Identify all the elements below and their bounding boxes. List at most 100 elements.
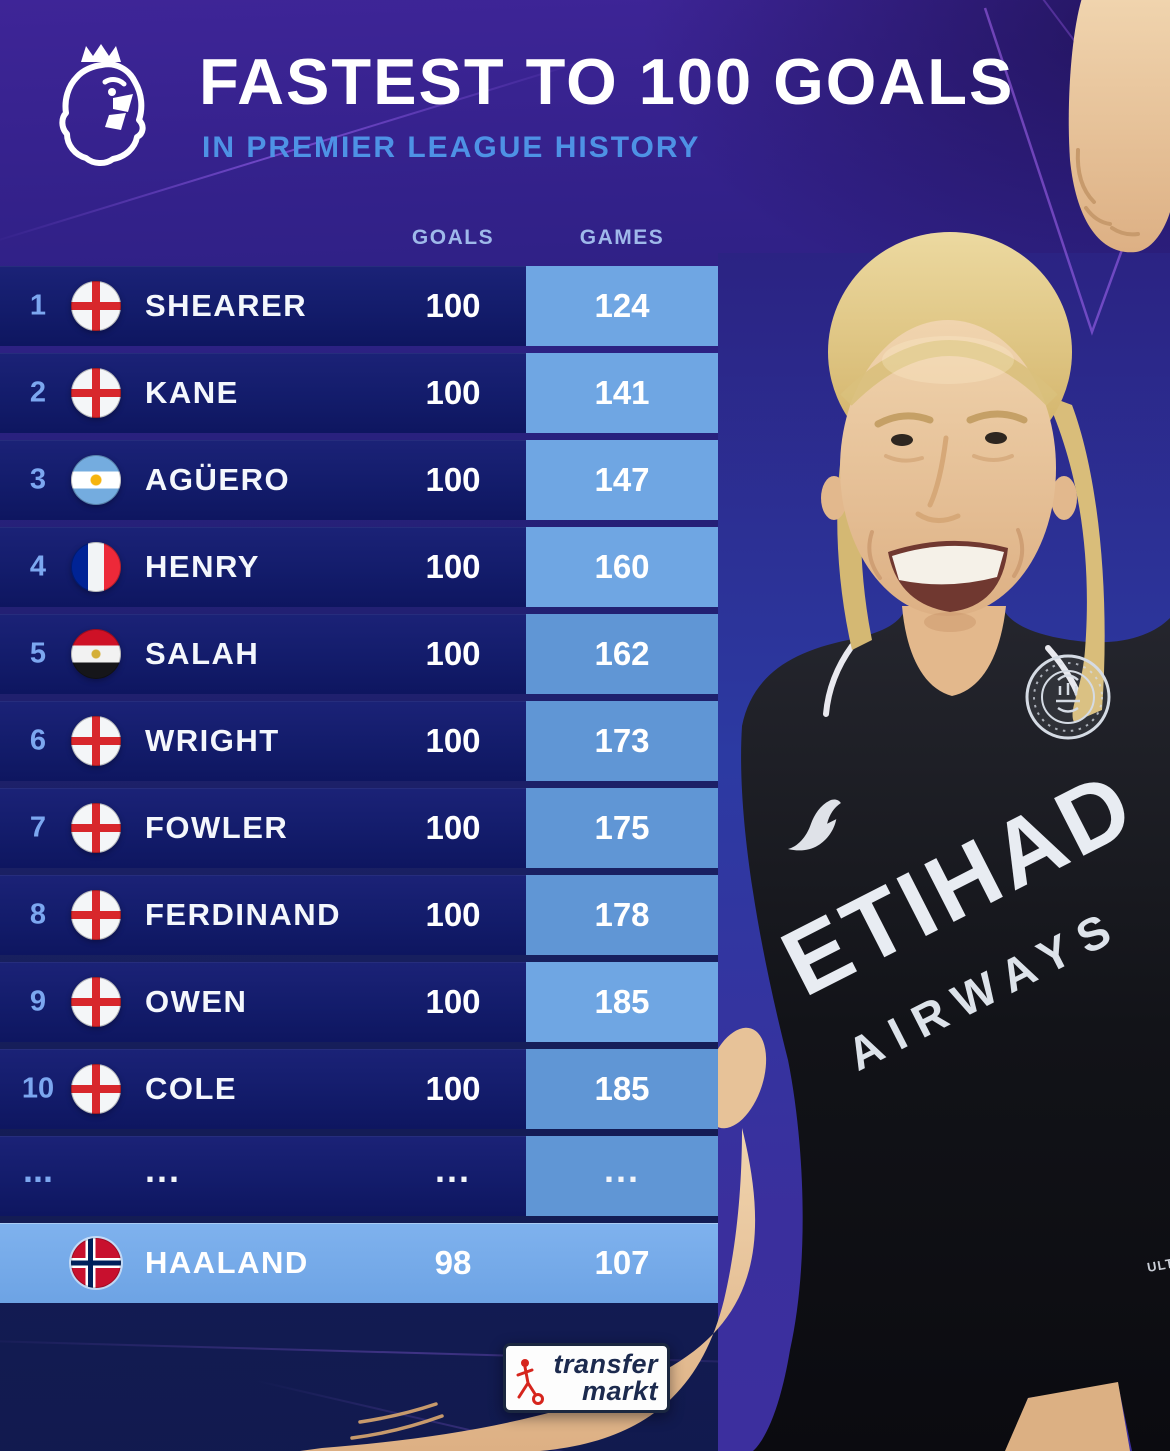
rank-label: 5 <box>29 637 47 670</box>
transfermarkt-wordmark-line1: transfer <box>553 1349 658 1379</box>
rank-label: 3 <box>29 463 47 496</box>
eye <box>891 434 913 446</box>
goals-value: ... <box>434 1148 471 1190</box>
rank-label: ... <box>22 1148 53 1190</box>
table-row: 3 AGÜERO 100 147 <box>0 440 718 520</box>
column-header-games: GAMES <box>579 226 665 249</box>
player-name: SALAH <box>145 636 260 671</box>
goals-value: 100 <box>425 809 481 846</box>
flag-icon <box>71 716 121 766</box>
eye <box>985 432 1007 444</box>
jersey-side-text: ULTR <box>1146 1254 1170 1275</box>
hair-strand-right <box>1045 395 1105 722</box>
lion-muzzle <box>113 94 133 112</box>
games-cell: 147 <box>526 440 718 520</box>
lion-brow <box>102 77 127 87</box>
games-cell: 162 <box>526 614 718 694</box>
lion-crown <box>81 44 121 62</box>
games-value: 178 <box>594 896 650 933</box>
games-value: 160 <box>594 548 650 585</box>
table-row-ellipsis: ... ... ... ... <box>0 1136 718 1216</box>
games-value: 141 <box>594 374 650 411</box>
table-row: 6 WRIGHT 100 173 <box>0 701 718 781</box>
flag-icon <box>71 542 121 592</box>
games-cell: 178 <box>526 875 718 955</box>
player-name: ... <box>145 1148 182 1190</box>
elbow <box>703 1027 767 1129</box>
jersey-torso <box>741 606 1170 1451</box>
goals-value: 100 <box>425 722 481 759</box>
player-name: FERDINAND <box>145 897 342 932</box>
eyebrows <box>874 410 1028 428</box>
neck <box>902 606 1006 696</box>
forehead-shine <box>882 336 1014 384</box>
rank-label: 4 <box>29 550 47 583</box>
rank-label: 8 <box>29 898 47 931</box>
flag-icon <box>71 890 121 940</box>
player-name: KANE <box>145 375 239 410</box>
table-row: 5 SALAH 100 162 <box>0 614 718 694</box>
games-value: 147 <box>594 461 650 498</box>
table-row: 7 FOWLER 100 175 <box>0 788 718 868</box>
games-cell: ... <box>526 1136 718 1216</box>
player-name: OWEN <box>145 984 248 1019</box>
page-title: FASTEST TO 100 GOALS <box>199 45 1015 118</box>
goals-value: 100 <box>425 1070 481 1107</box>
table-row: 9 OWEN 100 185 <box>0 962 718 1042</box>
games-cell: 185 <box>526 962 718 1042</box>
face <box>840 320 1056 616</box>
smile-creases <box>867 528 1025 580</box>
transfermarkt-logo: transfer markt <box>503 1343 670 1413</box>
lion-eye <box>108 88 116 96</box>
games-value: 162 <box>594 635 650 672</box>
table-row: 4 HENRY 100 160 <box>0 527 718 607</box>
rank-label: 10 <box>21 1072 55 1105</box>
fist-knuckle-lines <box>1075 148 1140 237</box>
goals-value: 100 <box>425 374 481 411</box>
games-value: 173 <box>594 722 650 759</box>
games-value: 185 <box>594 1070 650 1107</box>
raised-fist <box>1068 0 1170 253</box>
ear <box>821 476 847 520</box>
games-cell: 175 <box>526 788 718 868</box>
rank-label: 7 <box>29 811 47 844</box>
lion-mane-outline <box>59 61 146 166</box>
games-value: 124 <box>594 287 650 324</box>
rank-label: 1 <box>29 289 47 322</box>
goals-value: 100 <box>425 896 481 933</box>
flag-icon <box>71 1238 121 1288</box>
goals-value: 100 <box>425 983 481 1020</box>
manchester-city-badge-icon <box>1025 654 1111 740</box>
games-cell: 141 <box>526 353 718 433</box>
games-cell: 173 <box>526 701 718 781</box>
rank-label: 2 <box>29 376 47 409</box>
goals-value: 100 <box>425 635 481 672</box>
games-cell: 160 <box>526 527 718 607</box>
flag-icon <box>71 977 121 1027</box>
flag-icon <box>71 281 121 331</box>
nose <box>915 435 961 523</box>
flag-icon <box>71 455 121 505</box>
flag-icon <box>71 803 121 853</box>
games-value: ... <box>603 1148 640 1190</box>
table-row: 2 KANE 100 141 <box>0 353 718 433</box>
player-name: SHEARER <box>145 288 308 323</box>
player-name: COLE <box>145 1071 238 1106</box>
flag-icon <box>71 1064 121 1114</box>
hand-finger-lines <box>350 1402 444 1440</box>
table-row: 1 SHEARER 100 124 <box>0 266 718 346</box>
table-row-haaland-highlight: HAALAND 98 107 <box>0 1223 718 1303</box>
player-name: WRIGHT <box>145 723 280 758</box>
column-header-goals: GOALS <box>411 226 495 249</box>
rank-label: 6 <box>29 724 47 757</box>
games-cell: 107 <box>526 1223 718 1303</box>
page-subtitle: IN PREMIER LEAGUE HISTORY <box>202 131 701 164</box>
chin-shading <box>924 612 976 632</box>
table-row: 8 FERDINAND 100 178 <box>0 875 718 955</box>
games-cell: 124 <box>526 266 718 346</box>
games-value: 185 <box>594 983 650 1020</box>
teeth <box>892 545 1004 585</box>
